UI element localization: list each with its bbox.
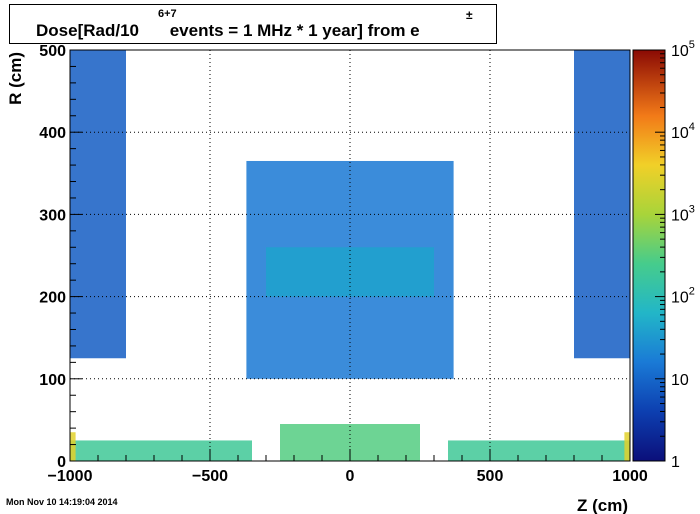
x-tick-label: 500 [477, 468, 504, 485]
dose-region-upper-band [266, 247, 434, 297]
x-tick-label: −500 [192, 468, 228, 485]
timestamp-footer: Mon Nov 10 14:19:04 2014 [6, 497, 118, 507]
colorbar-tick-label: 104 [671, 121, 695, 142]
title-box: Dose[Rad/10 events = 1 MHz * 1 year] fro… [9, 4, 497, 44]
title-exponent: 6+7 [158, 8, 177, 20]
grid-lines [70, 50, 630, 461]
dose-region-forward-right-block [574, 50, 630, 359]
dose-region-forward-left-block [70, 50, 126, 359]
y-tick-label: 300 [39, 207, 66, 224]
x-axis-label: Z (cm) [577, 496, 628, 514]
colorbar-ticks: 1 10 102 103 104 105 [655, 39, 695, 471]
y-tick-label: 500 [39, 43, 66, 60]
x-tick-label: 1000 [612, 468, 648, 485]
title-particle-superscript: ± [466, 8, 473, 22]
y-tick-label: 100 [39, 372, 66, 389]
colorbar-tick-label: 1 [671, 454, 680, 471]
x-tick-label: 0 [346, 468, 355, 485]
y-tick-label: 200 [39, 290, 66, 307]
colorbar-tick-label: 105 [671, 39, 695, 60]
y-axis-label: R (cm) [6, 52, 25, 105]
y-tick-label: 400 [39, 125, 66, 142]
colorbar-tick-label: 10 [671, 372, 689, 389]
y-axis-ticks: 0 100 200 300 400 500 [39, 43, 82, 471]
colorbar-tick-label: 103 [671, 203, 695, 224]
colorbar [632, 49, 666, 462]
dose-region-forward-hotspot-right [624, 432, 630, 461]
dose-region-forward-hotspot-left [70, 432, 76, 461]
dose-region-beam-line-right [448, 440, 630, 461]
dose-region-beam-line-left [70, 440, 252, 461]
x-axis-ticks: −1000 −500 0 500 1000 [48, 449, 648, 485]
x-tick-label: −1000 [48, 468, 93, 485]
plot-area [70, 50, 630, 461]
colorbar-tick-label: 102 [671, 286, 695, 307]
y-tick-label: 0 [57, 454, 66, 471]
title-text: Dose[Rad/10 events = 1 MHz * 1 year] fro… [36, 21, 420, 40]
